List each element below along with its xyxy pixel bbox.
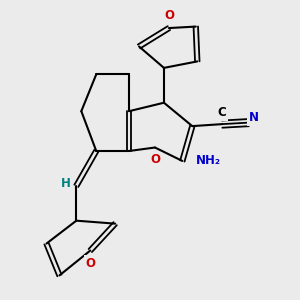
Text: NH₂: NH₂ — [196, 154, 221, 167]
Text: N: N — [248, 111, 259, 124]
Text: C: C — [218, 106, 226, 119]
Text: O: O — [164, 9, 174, 22]
Text: O: O — [150, 154, 160, 166]
Text: H: H — [61, 177, 70, 190]
Text: O: O — [85, 256, 95, 269]
